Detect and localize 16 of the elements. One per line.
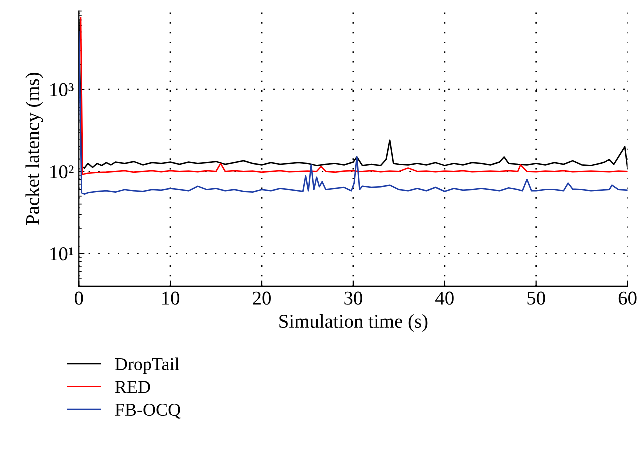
x-axis-title: Simulation time (s) — [280, 314, 428, 332]
x-tick-label: 0 — [74, 292, 84, 305]
x-tick-label: 40 — [436, 292, 454, 305]
legend-label: DropTail — [115, 358, 180, 374]
x-tick-label: 50 — [528, 292, 546, 305]
legend-label: FB-OCQ — [115, 404, 181, 419]
line-series — [79, 32, 628, 195]
x-tick-label: 60 — [618, 292, 637, 305]
y-tick-label: 10¹ — [50, 248, 74, 261]
y-axis-title: Packet latency (ms) — [26, 73, 44, 225]
x-tick-label: 10 — [162, 292, 180, 305]
y-tick-label: 10² — [50, 165, 74, 179]
y-tick-label: 10³ — [50, 83, 74, 97]
legend-label: RED — [115, 381, 150, 394]
x-tick-label: 20 — [253, 292, 271, 305]
x-tick-label: 30 — [344, 292, 362, 305]
